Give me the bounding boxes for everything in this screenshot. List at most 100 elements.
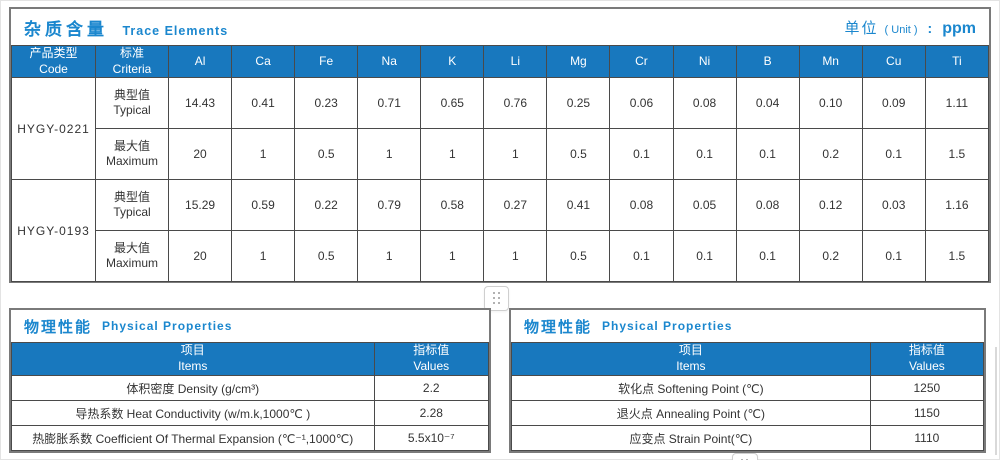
property-value: 1110 [869, 425, 985, 451]
product-code: HYGY-0221 [11, 77, 96, 181]
value-cell: 0.1 [735, 230, 800, 283]
col-header-element: Ca [231, 44, 296, 79]
col-header-element: Cr [609, 44, 674, 79]
col-header-values: 指标值 Values [373, 342, 490, 376]
unit-zh: 单位 [844, 19, 879, 37]
value-cell: 0.5 [546, 230, 611, 283]
product-code: HYGY-0193 [11, 179, 96, 283]
col-header-code: 产品类型 Code [11, 44, 96, 79]
value-cell: 0.2 [798, 230, 863, 283]
row-label-maximum-zh: 最大值 [113, 138, 150, 153]
physical-properties-left-section: 物理性能 Physical Properties 项目 Items 指标值 Va… [9, 308, 491, 453]
value-cell: 0.08 [735, 179, 800, 232]
value-cell: 0.5 [294, 128, 359, 181]
drag-handle-icon-bottom[interactable] [732, 453, 758, 460]
unit-label: 单位 ( Unit ) : ppm [845, 17, 976, 38]
row-label-typical-en: Typical [113, 103, 151, 118]
value-cell: 14.43 [167, 77, 233, 130]
value-cell: 20 [167, 230, 233, 283]
value-cell: 1.5 [924, 230, 990, 283]
resize-handle-right[interactable] [995, 347, 997, 455]
value-cell: 0.04 [735, 77, 800, 130]
property-item: 应变点 Strain Point(℃) [511, 425, 871, 451]
col-header-items: 项目 Items [511, 342, 871, 376]
row-label-typical: 典型值 Typical [95, 77, 169, 130]
value-cell: 0.1 [735, 128, 800, 181]
section-title: 杂质含量 Trace Elements [24, 15, 228, 40]
col-header-values: 指标值 Values [869, 342, 985, 376]
value-cell: 0.58 [420, 179, 485, 232]
value-cell: 0.08 [672, 77, 737, 130]
col-header-values-en: Values [908, 359, 945, 373]
value-cell: 0.5 [294, 230, 359, 283]
row-label-typical: 典型值 Typical [95, 179, 169, 232]
col-header-values-zh: 指标值 [413, 343, 450, 358]
phys-header-row: 项目 Items 指标值 Values [511, 342, 985, 376]
col-header-element: Fe [294, 44, 359, 79]
value-cell: 0.27 [483, 179, 548, 232]
value-cell: 0.5 [546, 128, 611, 181]
table-row: 最大值 Maximum 20 1 0.5 1 1 1 0.5 0.1 0.1 0… [12, 128, 990, 181]
col-header-element: Li [483, 44, 548, 79]
row-label-maximum-zh: 最大值 [113, 240, 150, 255]
value-cell: 0.2 [798, 128, 863, 181]
row-label-maximum-en: Maximum [105, 256, 158, 271]
value-cell: 1 [357, 128, 422, 181]
row-label-typical-zh: 典型值 [113, 189, 150, 204]
value-cell: 0.25 [546, 77, 611, 130]
value-cell: 0.23 [294, 77, 359, 130]
table-row: 导热系数 Heat Conductivity (w/m.k,1000℃ ) 2.… [11, 400, 490, 426]
property-value: 2.2 [373, 375, 490, 401]
property-item: 导热系数 Heat Conductivity (w/m.k,1000℃ ) [11, 400, 375, 426]
table-row: 最大值 Maximum 20 1 0.5 1 1 1 0.5 0.1 0.1 0… [12, 230, 990, 283]
phys-left-title-en: Physical Properties [102, 319, 233, 333]
col-header-criteria-en: Criteria [112, 61, 152, 76]
six-dot-grid-icon [741, 458, 749, 460]
col-header-code-en: Code [39, 61, 68, 76]
col-header-items-zh: 项目 [678, 343, 703, 358]
trace-title-bar: 杂质含量 Trace Elements 单位 ( Unit ) : ppm [11, 9, 989, 45]
col-header-items-en: Items [676, 359, 706, 373]
value-cell: 0.03 [861, 179, 926, 232]
row-label-maximum: 最大值 Maximum [95, 128, 169, 181]
value-cell: 0.1 [672, 230, 737, 283]
value-cell: 1 [483, 230, 548, 283]
drag-handle-icon[interactable] [484, 286, 509, 311]
col-header-element: K [420, 44, 485, 79]
value-cell: 0.05 [672, 179, 737, 232]
col-header-element: Mn [798, 44, 863, 79]
col-header-element: Cu [861, 44, 926, 79]
phys-left-title-bar: 物理性能 Physical Properties [11, 310, 489, 342]
value-cell: 0.22 [294, 179, 359, 232]
value-cell: 1 [420, 128, 485, 181]
trace-header-row: 产品类型 Code 标准 Criteria Al Ca Fe Na K Li M… [11, 44, 990, 79]
table-row: 软化点 Softening Point (℃) 1250 [511, 375, 985, 401]
col-header-values-zh: 指标值 [908, 343, 945, 358]
col-header-criteria: 标准 Criteria [95, 44, 169, 79]
physical-properties-right-table: 项目 Items 指标值 Values 软化点 Softening Point … [511, 342, 985, 451]
col-header-code-zh: 产品类型 [29, 46, 78, 60]
col-header-element: Al [167, 44, 233, 79]
value-cell: 1 [420, 230, 485, 283]
col-header-values-en: Values [413, 359, 450, 373]
value-cell: 0.1 [609, 230, 674, 283]
trace-title-en: Trace Elements [122, 23, 229, 38]
value-cell: 0.06 [609, 77, 674, 130]
value-cell: 1.5 [924, 128, 990, 181]
value-cell: 1 [483, 128, 548, 181]
six-dot-grid-icon [492, 292, 501, 305]
physical-properties-right-section: 物理性能 Physical Properties 项目 Items 指标值 Va… [509, 308, 986, 453]
value-cell: 0.08 [609, 179, 674, 232]
col-header-element: Ni [672, 44, 737, 79]
unit-value: ppm [942, 19, 976, 37]
phys-right-title-zh: 物理性能 [524, 318, 593, 336]
phys-header-row: 项目 Items 指标值 Values [11, 342, 490, 376]
property-item: 退火点 Annealing Point (℃) [511, 400, 871, 426]
col-header-element: B [735, 44, 800, 79]
trace-elements-table: 产品类型 Code 标准 Criteria Al Ca Fe Na K Li M… [11, 44, 990, 283]
col-header-items: 项目 Items [11, 342, 375, 376]
value-cell: 1 [357, 230, 422, 283]
trace-elements-section: 杂质含量 Trace Elements 单位 ( Unit ) : ppm 产品… [9, 7, 991, 283]
value-cell: 0.1 [609, 128, 674, 181]
